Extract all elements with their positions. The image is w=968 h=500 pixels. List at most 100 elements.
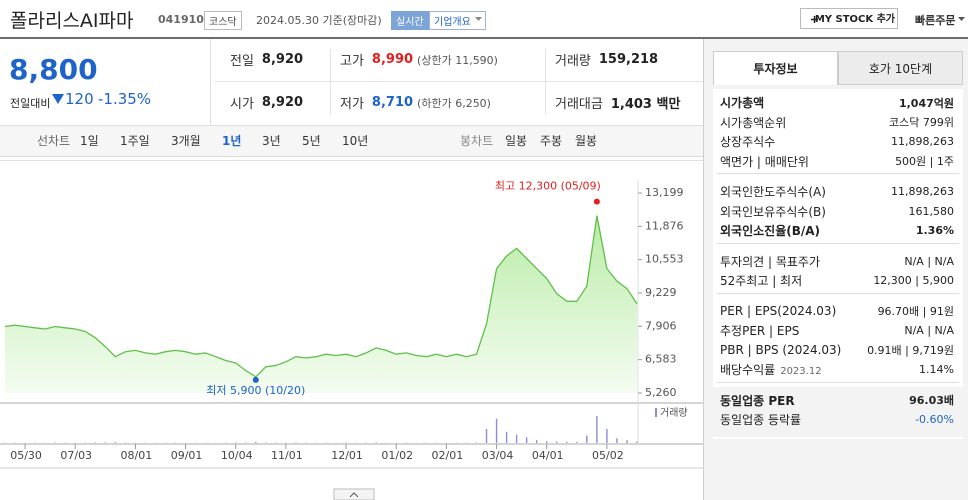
x-tick-label: 05/02 [592,449,624,462]
price-box: 8,800 전일대비 120 -1.35% [0,39,211,125]
info-label-wrap: 외국인한도주식수(A) [720,183,826,200]
info-label-wrap: 시가총액 [720,94,764,111]
period-tab[interactable]: 10년 [342,134,369,148]
cell-note: (상한가 11,590) [417,53,498,67]
divider [545,49,546,115]
y-tick-label: 10,553 [645,253,684,266]
cell-value: 8,990 [371,52,414,67]
mystock-button[interactable]: MY STOCK 추가 [800,8,898,29]
info-label: 상장주식수 [720,135,776,149]
info-label: PBR | BPS (2024.03) [720,343,842,357]
cell-value: 1,403 백만 [610,97,681,112]
market-badge: 코스닥 [204,11,242,30]
candle-tab[interactable]: 일봉 [505,134,528,148]
volume-bar [495,418,498,443]
info-sub: 2023.12 [780,366,822,377]
summary-cell: 전일 8,920 [230,39,307,80]
volume-bar [94,442,96,443]
info-value: 96.70배 | 91원 [877,305,954,318]
cell-value: 159,218 [598,52,659,67]
summary-row [215,39,703,82]
volume-bar [475,442,478,443]
date: 2024.05.30 기준(장마감) [256,14,382,27]
period-tab[interactable]: 3개월 [171,134,201,148]
volume-bar [626,440,628,443]
x-tick-label: 01/02 [381,449,413,462]
volume-bar [505,431,508,443]
quick-order[interactable]: 빠른주문 [915,14,956,27]
volume-bar [606,429,608,443]
period-tab[interactable]: 3년 [262,134,281,148]
period-tab[interactable]: 5년 [302,134,321,148]
info-row: 상장주식수 11,898,263 [720,132,954,151]
cell-value: 8,920 [261,52,304,67]
period-tab[interactable]: 1일 [80,134,99,148]
y-tick-label: 9,229 [645,286,677,299]
section-divider [717,173,959,174]
info-label-wrap: 외국인보유주식수(B) [720,203,826,220]
section-bg [713,386,963,437]
dropdown-icon [958,17,965,21]
stock-name: 폴라리스AI파마 [10,10,134,32]
volume-bar [586,435,588,443]
info-label-wrap: 투자의견 | 목표주가 [720,253,820,270]
info-label-wrap: 배당수익률 2023.12 [720,361,822,378]
cell-label: 거래대금 [555,97,603,112]
volume-bar [596,415,598,443]
volume-bar [295,442,297,443]
overview-button[interactable]: 기업개요 [429,11,486,30]
info-label: 동일업종 등락률 [720,413,802,427]
info-label: 시가총액순위 [720,115,787,130]
x-tick-label: 03/04 [482,449,514,462]
info-row: PBR | BPS (2024.03) 0.91배 | 9,719원 [720,341,954,360]
info-value: -0.60% [915,413,954,426]
volume-legend-icon [655,408,657,417]
candle-tab[interactable]: 주봉 [540,134,563,148]
info-label: 투자의견 | 목표주가 [720,254,820,269]
side-tab[interactable]: 호가 10단계 [838,51,963,85]
info-label: 외국인한도주식수(A) [720,185,826,199]
period-tab[interactable]: 1년 [222,134,242,148]
cell-label: 저가 [340,97,364,112]
y-tick-label: 6,583 [645,353,677,366]
info-label: 액면가 | 매매단위 [720,154,809,169]
summary-cell: 거래대금 1,403 백만 [555,82,684,123]
cell-value: 8,920 [261,95,304,110]
period-tab[interactable]: 1주일 [120,134,150,148]
info-value: 500원 | 1주 [895,155,954,168]
info-value: N/A | N/A [904,254,954,268]
cell-label: 고가 [340,54,364,69]
info-label: 추정PER | EPS [720,324,800,338]
info-value: 11,898,263 [891,185,954,198]
x-tick-label: 07/03 [60,449,92,462]
info-value: 11,898,263 [891,135,954,148]
price-line [4,215,638,378]
info-label-wrap: 액면가 | 매매단위 [720,153,809,170]
info-row: 추정PER | EPS N/A | N/A [720,321,954,340]
left-panel: 8,800 전일대비 120 -1.35% 전일 8,920 고가 8,990 (상한가… [0,39,704,500]
info-label-wrap: 추정PER | EPS [720,322,799,339]
candle-tab[interactable]: 월봉 [575,134,598,148]
info-row: 외국인한도주식수(A) 11,898,263 [720,182,954,201]
volume-label: 거래량 [660,407,688,419]
dropdown-icon [474,17,482,21]
volume-bar [525,437,528,443]
cell-label: 거래량 [555,54,591,69]
summary: 전일 8,920 고가 8,990 (상한가 11,590) 거래량 159,218 시가 8,… [0,39,703,125]
divider [330,49,331,115]
collapse-button[interactable] [333,488,375,500]
volume-bar [104,442,107,443]
volume-bar [616,438,618,443]
volume-bar [576,442,578,443]
info-value: 1.36% [915,224,954,237]
x-tick-label: 10/04 [221,449,253,462]
x-tick-label: 05/30 [10,449,42,462]
info-value: 코스닥 799위 [889,116,954,129]
volume-bar [245,442,247,443]
mystock-text: MY STOCK 추가 [814,14,895,25]
info-row: 액면가 | 매매단위 500원 | 1주 [720,152,954,171]
realtime-badge[interactable]: 실시간 [391,11,429,30]
info-row: 배당수익률 2023.12 1.14% [720,360,954,379]
side-tab[interactable]: 투자정보 [713,51,838,85]
